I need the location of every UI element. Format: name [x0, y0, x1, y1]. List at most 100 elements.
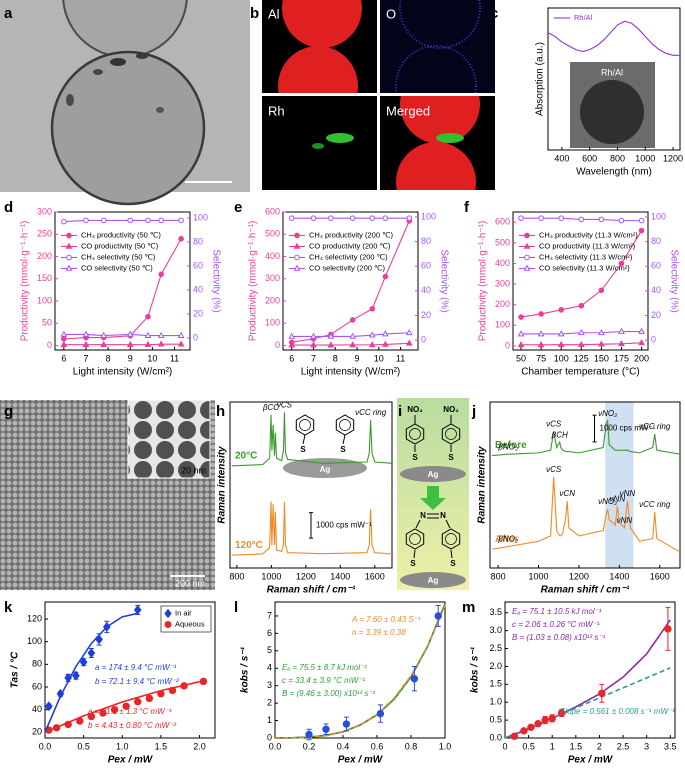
marker [405, 339, 413, 346]
marker [127, 217, 134, 224]
x-tick-label: 2 [597, 741, 602, 751]
series-line [491, 476, 681, 553]
group-label: NO₂ [443, 405, 459, 414]
x-tick-label: 11 [396, 353, 405, 363]
sem-image: 20 nm 200 nm [0, 399, 215, 590]
x-tick-label: 800 [229, 571, 244, 581]
annotation: c = 33.4 ± 3.9 °C mW⁻¹ [282, 676, 366, 685]
surface-label: Ag [320, 465, 331, 474]
legend-label: Aqueous [175, 619, 205, 628]
atom-label: S [448, 453, 454, 462]
aromatic-ring [409, 533, 421, 545]
legend-label: CH₄ selectivity (11.3 W/cm²) [539, 252, 633, 261]
panel-label: h [216, 403, 225, 420]
marker [199, 677, 208, 686]
marker [406, 215, 413, 221]
y2-tick-label: 0 [651, 335, 656, 345]
map-label: Al [268, 6, 280, 21]
x-tick-label: 3 [644, 741, 649, 751]
marker [327, 332, 335, 339]
annotation: A = 7.60 ± 0.43 S⁻¹ [351, 615, 421, 624]
x-tick-label: 0.5 [77, 741, 90, 751]
x-axis-title: Pex / mW [108, 755, 154, 766]
aromatic-ring [339, 419, 351, 431]
y-tick-label: 200 [37, 251, 52, 261]
marker [368, 341, 376, 348]
annotation: n = 3.39 ± 0.38 [352, 628, 406, 637]
y-tick-label: 400 [495, 258, 510, 268]
plot-frame [489, 401, 681, 569]
y2-tick-label: 80 [193, 236, 203, 246]
benzene-ring [441, 423, 461, 445]
series-line [291, 342, 410, 346]
y-axis-title: kobs / s⁻¹ [470, 646, 481, 693]
atom-label: S [450, 559, 456, 568]
y-tick-label: 100 [495, 320, 510, 330]
y-tick-label: 0 [505, 340, 510, 350]
marker [342, 720, 351, 728]
marker [178, 217, 184, 224]
x-axis-title: Light intensity (W/cm²) [301, 367, 400, 378]
rh-map [312, 133, 354, 149]
y-axis-title: Raman intensity [477, 446, 488, 524]
x-tick-label: 3.5 [664, 741, 677, 751]
marker [557, 709, 566, 717]
marker [145, 313, 151, 320]
marker [100, 340, 108, 347]
marker [382, 273, 389, 280]
marker [157, 331, 165, 338]
x-axis-title: Chamber temperature (°C) [521, 367, 639, 378]
y2-tick-label: 60 [193, 260, 203, 270]
marker [538, 215, 544, 221]
benzene-ring [405, 528, 425, 550]
legend-label: CO productivity (200 ℃) [309, 241, 391, 250]
x-tick-label: 8 [106, 353, 111, 363]
marker [598, 216, 605, 223]
y2-axis-title: Selectivity (%) [210, 249, 221, 312]
merged-signal [436, 133, 464, 143]
y-tick-label: 2.5 [489, 643, 502, 653]
marker [79, 657, 88, 668]
marker [305, 730, 313, 739]
annotation: b = 4.43 ± 0.80 °C mW⁻² [88, 721, 176, 730]
x-tick-label: 7 [83, 353, 88, 363]
marker [126, 330, 134, 337]
series-line [274, 605, 446, 739]
x-tick-label: 150 [594, 353, 609, 363]
aromatic-ring [299, 419, 311, 431]
o-signal [395, 45, 477, 93]
annotation: βCH [551, 430, 568, 439]
y-tick-label: 500 [265, 229, 280, 239]
marker [60, 340, 68, 347]
y-axis-title: Absorption (a.u.) [535, 42, 546, 116]
marker [557, 330, 565, 337]
rh-signal [326, 133, 354, 143]
marker [558, 307, 565, 313]
x-tick-label: 800 [491, 571, 506, 581]
y-tick-label: 1 [267, 715, 272, 725]
annotation: νCC ring [355, 408, 387, 417]
rh-signal [312, 143, 324, 149]
legend-marker [66, 254, 72, 261]
aromatic-ring [409, 428, 421, 440]
y-tick-label: 60 [32, 681, 42, 691]
x-tick-label: 1600 [650, 571, 670, 581]
marker [288, 215, 295, 221]
bond [445, 519, 451, 529]
plot-frame [274, 601, 446, 739]
y-tick-label: 150 [37, 273, 52, 283]
marker [618, 217, 625, 224]
annotation: νNO₂ [598, 409, 617, 418]
annotation: B = (1.03 ± 0.08) x10¹³ s⁻¹ [512, 633, 606, 642]
y2-tick-label: 60 [651, 261, 661, 271]
c-inset: Rh/Al [570, 62, 655, 148]
marker [381, 340, 389, 347]
o-signal [399, 0, 481, 49]
y2-tick-label: 20 [421, 310, 431, 320]
series-label: 20°C [235, 450, 257, 461]
legend-marker [524, 254, 530, 261]
marker [144, 340, 152, 347]
marker [349, 332, 357, 339]
y-tick-label: 40 [32, 704, 42, 714]
y-tick-label: 3.5 [489, 607, 502, 617]
